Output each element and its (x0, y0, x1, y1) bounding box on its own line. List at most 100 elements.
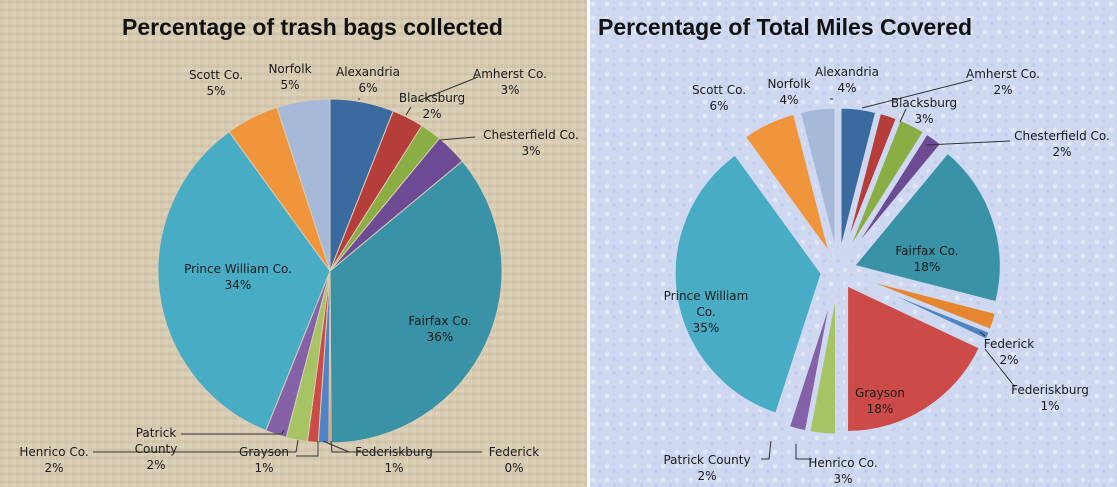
slice-name-label: Blacksburg (891, 96, 957, 110)
slice-value-label: 6% (709, 99, 728, 113)
slice-value-label: 0% (504, 461, 523, 475)
slice-name-label: Prince William (664, 289, 749, 303)
leader-line-grayson (296, 441, 319, 457)
slice-value-label: 35% (693, 321, 720, 335)
slice-name-label: Alexandria (336, 65, 400, 79)
leader-line-amherst-co (861, 79, 973, 109)
slice-name-label: Henrico Co. (808, 456, 877, 470)
slice-name-label: Norfolk (767, 77, 810, 91)
pie-slice-norfolk (276, 98, 331, 272)
leader-line-chesterfield-co (925, 140, 1011, 146)
slice-label-fairfax-co: Fairfax Co. 18% (895, 244, 958, 274)
slice-label-grayson: Grayson 1% (239, 445, 289, 475)
slice-label-federiskburg: Federiskburg 1% (1011, 383, 1089, 413)
slice-value-label: 2% (1052, 145, 1071, 159)
slice-name-label: Federiskburg (355, 445, 433, 459)
slice-name-label: Alexandria (815, 65, 879, 79)
slice-name-label: Fairfax Co. (408, 314, 471, 328)
pie-slice-grayson (845, 283, 982, 435)
miles-covered-chart: Alexandria 4% Amherst Co. 2% Blacksburg 3% Che… (590, 0, 1117, 487)
pie-slices (672, 105, 1003, 437)
pie-slice-fairfax-co (851, 150, 1003, 305)
slice-label-patrick-county: Patrick County 2% (663, 453, 750, 483)
slice-label-prince-william-co: Prince William Co. 34% (184, 262, 292, 292)
slice-value-label: 2% (993, 83, 1012, 97)
slice-label-blacksburg: Blacksburg 2% (399, 91, 465, 121)
leader-line-chesterfield-co (439, 136, 476, 141)
leader-line-patrick-county (181, 429, 285, 435)
slice-value-label: 1% (1040, 399, 1059, 413)
slice-value-label: 6% (358, 81, 377, 95)
slice-label-chesterfield-co: Chesterfield Co. 3% (483, 128, 579, 158)
slice-name-label: Scott Co. (189, 68, 243, 82)
slice-value-label: 3% (500, 83, 519, 97)
slice-name-label: Federick (984, 337, 1034, 351)
slice-label-prince-william-co: Prince William Co. 35% (664, 289, 749, 335)
slice-labels: Alexandria 6% Amherst Co. 3% Blacksburg 2% Che… (19, 62, 579, 475)
slice-labels: Alexandria 4% Amherst Co. 2% Blacksburg 3% Che… (663, 65, 1109, 486)
slice-name-label: Scott Co. (692, 83, 746, 97)
slice-name-label: Patrick (136, 426, 177, 440)
pie-slice-prince-william-co (672, 152, 824, 416)
slice-name-label: Chesterfield Co. (483, 128, 579, 142)
slice-name-label: Grayson (239, 445, 289, 459)
leader-lines (761, 79, 1016, 460)
slice-value-label: 2% (697, 469, 716, 483)
slice-name-label: Federiskburg (1011, 383, 1089, 397)
slice-label-chesterfield-co: Chesterfield Co. 2% (1014, 129, 1110, 159)
slice-value-label: 4% (837, 81, 856, 95)
slice-label-alexandria: Alexandria 4% (815, 65, 879, 95)
slice-label-alexandria: Alexandria 6% (336, 65, 400, 95)
slice-label-patrick-county: Patrick County 2% (135, 426, 178, 472)
pie-slice-federick (851, 274, 999, 332)
slice-label-grayson: Grayson 18% (855, 386, 905, 416)
leader-line-amherst-co (417, 76, 479, 102)
pie-slice-fairfax-co (329, 160, 503, 444)
slice-label-henrico-co: Henrico Co. 2% (19, 445, 88, 475)
slice-value-label: 2% (422, 107, 441, 121)
slice-label-federick: Federick 0% (489, 445, 539, 475)
slice-name-label: Federick (489, 445, 539, 459)
trash-bags-pie-svg: Alexandria 6% Amherst Co. 3% Blacksburg 2% Che… (0, 0, 587, 487)
slice-value-label: 18% (914, 260, 941, 274)
slice-name-label: Amherst Co. (966, 67, 1040, 81)
slice-value-label: 34% (225, 278, 252, 292)
slice-name-label: Grayson (855, 386, 905, 400)
slice-label-henrico-co: Henrico Co. 3% (808, 456, 877, 486)
leader-line-federiskburg (322, 440, 350, 453)
slice-label-scott-co: Scott Co. 5% (189, 68, 243, 98)
slice-value-label: 18% (867, 402, 894, 416)
leader-line-henrico-co (795, 444, 812, 460)
slice-value-label: 2% (999, 353, 1018, 367)
miles-covered-pie-svg: Alexandria 4% Amherst Co. 2% Blacksburg 3% Che… (590, 0, 1117, 487)
leader-line-blacksburg (899, 108, 907, 123)
pie-slice-patrick-county (786, 284, 836, 434)
slice-value-label: 5% (280, 78, 299, 92)
slice-label-amherst-co: Amherst Co. 3% (473, 67, 547, 97)
slice-value-label: 1% (254, 461, 273, 475)
pie-slice-federiskburg (851, 275, 992, 342)
miles-covered-chart-title: Percentage of Total Miles Covered (598, 14, 973, 40)
slice-value-label: 3% (914, 112, 933, 126)
pie-slice-norfolk (797, 105, 838, 257)
slice-label-blacksburg: Blacksburg 3% (891, 96, 957, 126)
slice-name-label: Prince William Co. (184, 262, 292, 276)
pie-slice-henrico-co (807, 285, 838, 437)
pie-slice-scott-co (742, 111, 833, 259)
leader-line-patrick-county (761, 440, 772, 460)
slice-label-federiskburg: Federiskburg 1% (355, 445, 433, 475)
pie-slices (157, 98, 503, 444)
pie-slice-blacksburg (843, 117, 927, 259)
pie-slice-alexandria (838, 105, 879, 257)
slice-label-federick: Federick 2% (984, 337, 1034, 367)
leader-line-henrico-co (93, 439, 299, 453)
slice-name-label: Fairfax Co. (895, 244, 958, 258)
slice-value-label: 4% (779, 93, 798, 107)
slice-value-label: 2% (44, 461, 63, 475)
slice-name-label: County (135, 442, 178, 456)
slice-value-label: 3% (521, 144, 540, 158)
slice-value-label: 2% (146, 458, 165, 472)
pie-slice-amherst-co (841, 110, 899, 258)
trash-bags-chart: Alexandria 6% Amherst Co. 3% Blacksburg 2% Che… (0, 0, 587, 487)
